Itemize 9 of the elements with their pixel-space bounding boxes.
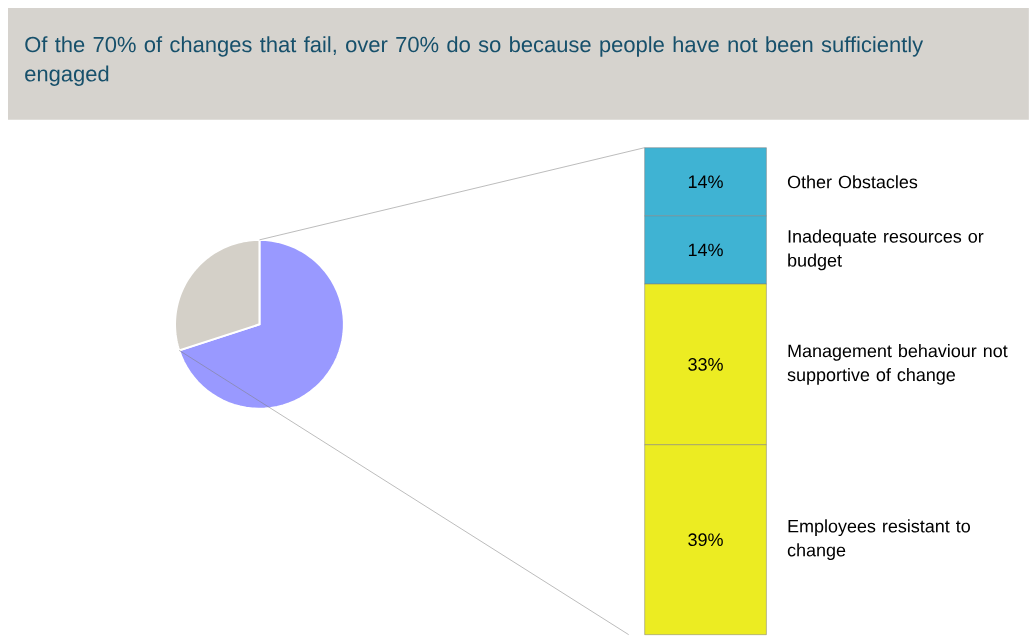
series-label: Other Obstacles (787, 175, 918, 189)
data-label: 14% (688, 175, 723, 189)
data-label: 33% (688, 358, 723, 371)
series-label: Inadequate resources or budget (788, 229, 984, 271)
data-label: 39% (688, 533, 723, 547)
series-label: Employees resistant to change (787, 519, 970, 561)
text: Of the 70% of changes that fail, over 70% do so because people have not been sufficiently engaged (25, 36, 924, 87)
data-label: 14% (688, 243, 723, 257)
series-label: Management behaviour not supportive of change (787, 344, 1008, 385)
